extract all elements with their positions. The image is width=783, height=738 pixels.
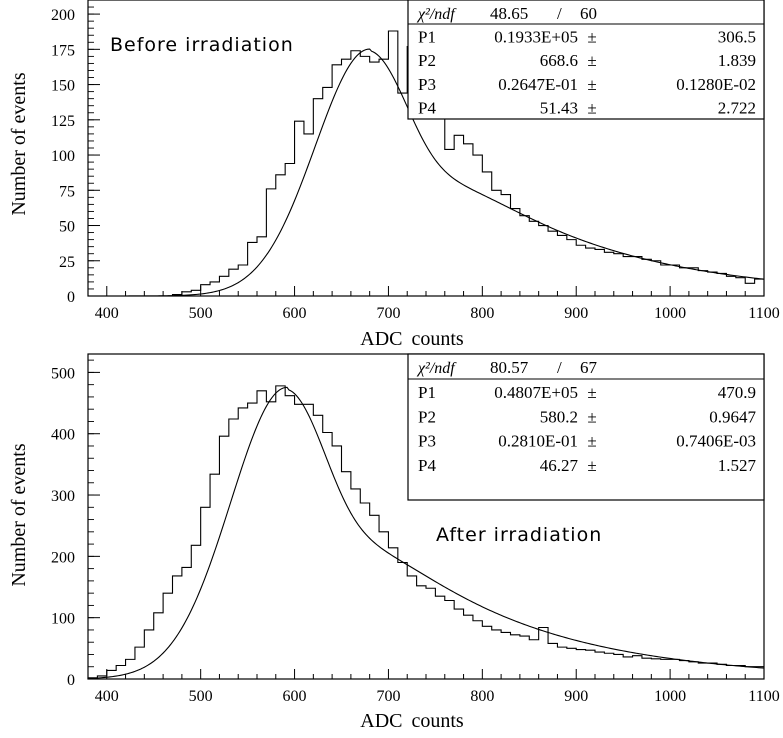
- plus-minus-sign: ±: [587, 383, 596, 402]
- param-name: P1: [418, 383, 436, 402]
- plus-minus-sign: ±: [587, 456, 596, 475]
- x-axis-label: ADC counts: [360, 710, 464, 732]
- y-tick-label: 25: [59, 254, 75, 271]
- chi2-separator: /: [557, 358, 562, 377]
- y-tick-label: 75: [59, 183, 75, 200]
- x-tick-label: 800: [470, 688, 494, 705]
- x-tick-label: 400: [95, 688, 119, 705]
- y-tick-labels: 0 25 50 75 100 125 150 175 200: [51, 7, 75, 306]
- param-value: 668.6: [540, 51, 578, 70]
- y-tick-label: 125: [51, 113, 75, 130]
- param-error: 0.1280E-02: [676, 75, 756, 94]
- param-error: 0.7406E-03: [676, 432, 756, 451]
- chi2-value: 48.65: [490, 4, 528, 23]
- plus-minus-sign: ±: [587, 75, 596, 94]
- x-tick-label: 600: [283, 688, 307, 705]
- x-tick-label: 400: [95, 305, 119, 322]
- param-value: 580.2: [540, 407, 578, 426]
- param-value: 0.2647E-01: [498, 75, 578, 94]
- x-tick-labels: 400 500 600 700 800 900 1000 1100: [95, 688, 780, 705]
- x-tick-label: 500: [189, 305, 213, 322]
- x-tick-label: 1100: [748, 688, 779, 705]
- y-tick-label: 0: [67, 672, 75, 689]
- chi2-label: χ²/ndf: [416, 360, 457, 377]
- plus-minus-sign: ±: [587, 407, 596, 426]
- bottom-histogram-panel: 400 500 600 700 800 900 1000 1100 0 100 200 300 400…: [8, 353, 780, 732]
- chi2-separator: /: [557, 4, 562, 23]
- y-tick-label: 100: [51, 611, 75, 628]
- plus-minus-sign: ±: [587, 432, 596, 451]
- x-tick-label: 900: [564, 305, 588, 322]
- plus-minus-sign: ±: [587, 28, 596, 47]
- ndf-value: 60: [580, 4, 597, 23]
- param-value: 0.4807E+05: [494, 383, 578, 402]
- fit-parameter-rows: P1 0.1933E+05 ±306.5 P2 668.6 ±1.839 P3 0.2647E…: [418, 28, 756, 118]
- param-value: 51.43: [540, 98, 578, 117]
- param-name: P1: [418, 28, 436, 47]
- fit-curve: [87, 386, 765, 679]
- plot-annotation: Before irradiation: [110, 34, 294, 56]
- param-name: P3: [418, 432, 436, 451]
- x-tick-label: 1000: [654, 305, 686, 322]
- y-tick-labels: 0 100 200 300 400 500: [51, 365, 75, 689]
- param-error: 470.9: [718, 383, 756, 402]
- param-error: 306.5: [718, 28, 756, 47]
- y-axis-label: Number of events: [8, 72, 30, 216]
- param-error: 0.9647: [709, 407, 756, 426]
- param-name: P3: [418, 75, 436, 94]
- x-tick-label: 1000: [654, 688, 686, 705]
- chi2-value: 80.57: [490, 358, 529, 377]
- fit-curve: [88, 48, 765, 297]
- param-error: 2.722: [718, 98, 756, 117]
- x-tick-label: 900: [564, 688, 588, 705]
- x-tick-label: 500: [189, 688, 213, 705]
- plot-annotation: After irradiation: [436, 524, 602, 546]
- x-tick-label: 600: [283, 305, 307, 322]
- y-tick-label: 150: [51, 78, 75, 95]
- x-tick-label: 700: [376, 688, 400, 705]
- y-tick-label: 175: [51, 42, 75, 59]
- param-name: P2: [418, 51, 436, 70]
- top-histogram-panel: 400 500 600 700 800 900 1000 1100 0 25 50 75 100 125…: [8, 0, 780, 350]
- param-value: 46.27: [540, 456, 579, 475]
- y-tick-label: 200: [51, 549, 75, 566]
- x-tick-label: 700: [376, 305, 400, 322]
- param-value: 0.1933E+05: [494, 28, 578, 47]
- param-error: 1.527: [718, 456, 757, 475]
- ndf-value: 67: [580, 358, 598, 377]
- x-axis-label: ADC counts: [360, 328, 464, 350]
- y-tick-label: 200: [51, 7, 75, 24]
- y-tick-label: 300: [51, 488, 75, 505]
- plus-minus-sign: ±: [587, 51, 596, 70]
- fit-stats-box: χ²/ndf 48.65 / 60 P1 0.1933E+05 ±306.5 P2 66…: [407, 0, 765, 120]
- param-name: P2: [418, 407, 436, 426]
- param-error: 1.839: [718, 51, 756, 70]
- y-tick-label: 100: [51, 148, 75, 165]
- param-name: P4: [418, 98, 436, 117]
- y-tick-label: 50: [59, 219, 75, 236]
- y-axis-label: Number of events: [8, 443, 30, 587]
- chi2-label: χ²/ndf: [416, 6, 457, 23]
- plus-minus-sign: ±: [587, 98, 596, 117]
- x-tick-label: 800: [470, 305, 494, 322]
- y-tick-label: 0: [67, 289, 75, 306]
- fit-stats-box: χ²/ndf 80.57 / 67 P1 0.4807E+05 ±470.9 P2 58…: [407, 353, 765, 501]
- histogram-steps: [87, 385, 764, 679]
- x-tick-label: 1100: [748, 305, 779, 322]
- param-name: P4: [418, 456, 436, 475]
- y-tick-label: 400: [51, 427, 75, 444]
- y-tick-label: 500: [51, 365, 75, 382]
- x-tick-labels: 400 500 600 700 800 900 1000 1100: [95, 305, 780, 322]
- param-value: 0.2810E-01: [498, 432, 578, 451]
- fit-parameter-rows: P1 0.4807E+05 ±470.9 P2 580.2 ±0.9647 P3 0.2810…: [418, 383, 757, 475]
